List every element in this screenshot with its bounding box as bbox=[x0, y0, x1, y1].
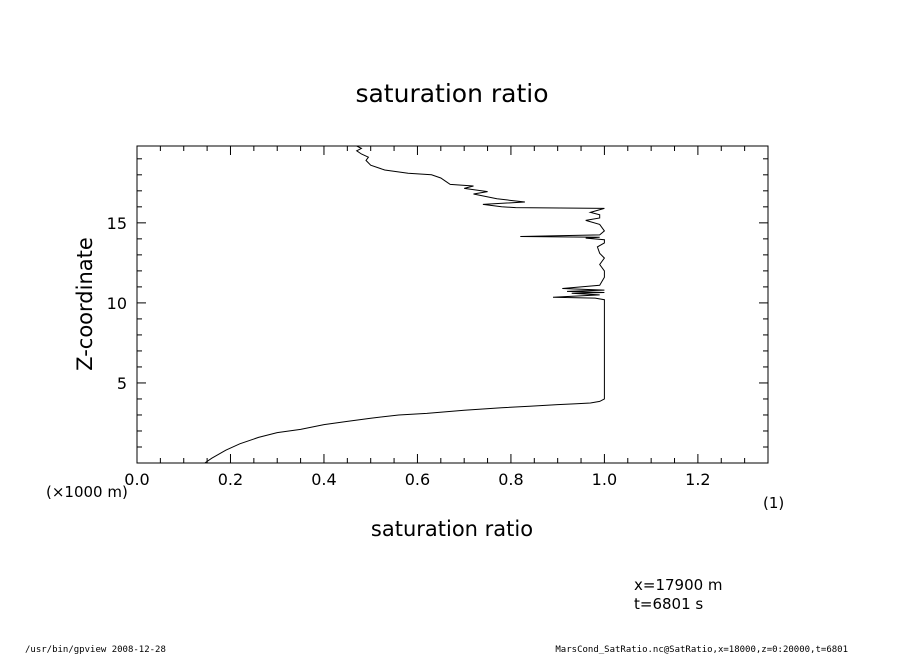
y-tick-label: 10 bbox=[107, 294, 127, 313]
x-tick-label: 0.6 bbox=[405, 470, 430, 489]
y-axis-label: Z-coordinate bbox=[73, 237, 97, 371]
footer-right: MarsCond_SatRatio.nc@SatRatio,x=18000,z=… bbox=[555, 645, 848, 654]
y-tick-labels: 5 10 15 bbox=[107, 214, 127, 393]
x-axis-label: saturation ratio bbox=[371, 517, 533, 541]
x-tick-label: 1.0 bbox=[592, 470, 617, 489]
chart-title: saturation ratio bbox=[355, 79, 548, 108]
x-tick-label: 0.8 bbox=[498, 470, 523, 489]
x-axis-unit: (1) bbox=[763, 494, 784, 512]
position-annotation: x=17900 m bbox=[634, 576, 723, 594]
series-line bbox=[204, 145, 606, 464]
footer-left: /usr/bin/gpview 2008-12-28 bbox=[25, 645, 166, 654]
x-tick-label: 0.2 bbox=[218, 470, 243, 489]
x-tick-labels: 0.0 0.2 0.4 0.6 0.8 1.0 1.2 bbox=[124, 470, 710, 489]
time-annotation: t=6801 s bbox=[634, 595, 703, 613]
y-tick-label: 5 bbox=[117, 374, 127, 393]
plot-frame bbox=[136, 145, 769, 464]
x-tick-label: 0.4 bbox=[311, 470, 336, 489]
axis-ticks bbox=[136, 146, 769, 464]
y-axis-unit: (×1000 m) bbox=[46, 483, 128, 501]
plot-area bbox=[136, 145, 769, 464]
x-tick-label: 0.0 bbox=[124, 470, 149, 489]
y-tick-label: 15 bbox=[107, 214, 127, 233]
x-tick-label: 1.2 bbox=[685, 470, 710, 489]
